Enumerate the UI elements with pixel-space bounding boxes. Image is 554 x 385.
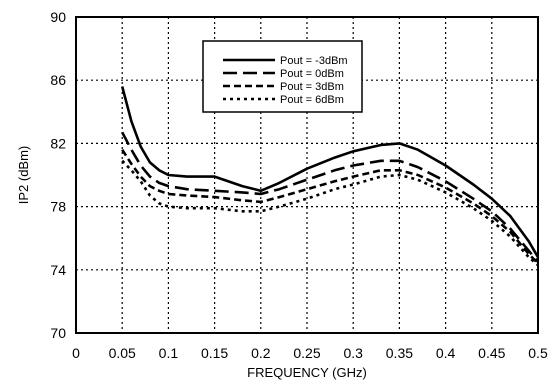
x-axis-label: FREQUENCY (GHz) — [247, 365, 367, 380]
legend-label-3: Pout = 3dBm — [280, 81, 344, 93]
legend-label-1: Pout = -3dBm — [280, 55, 348, 67]
series-lines — [120, 86, 540, 267]
legend-box — [202, 40, 363, 113]
y-tick-label: 70 — [50, 325, 66, 341]
series-line-3 — [121, 148, 539, 265]
y-tick-label: 82 — [50, 135, 66, 151]
x-tick-label: 0.1 — [159, 345, 179, 361]
series-line-2 — [121, 131, 540, 263]
y-tick-labels: 70 74 78 82 86 90 — [50, 9, 66, 341]
x-tick-label: 0.25 — [293, 345, 320, 361]
x-tick-labels: 0 0.05 0.1 0.15 0.2 0.25 0.3 0.35 0.4 0.45 0.5 — [72, 345, 548, 361]
y-tick-label: 86 — [50, 72, 66, 88]
x-tick-label: 0.45 — [478, 345, 505, 361]
x-tick-label: 0.05 — [109, 345, 136, 361]
legend-label-2: Pout = 0dBm — [280, 68, 344, 80]
x-tick-label: 0.35 — [386, 345, 413, 361]
y-tick-label: 74 — [50, 262, 66, 278]
x-tick-label: 0.15 — [201, 345, 228, 361]
x-tick-label: 0.2 — [251, 345, 271, 361]
series-line-1 — [120, 86, 540, 258]
y-tick-label: 78 — [50, 199, 66, 215]
plot-frame — [75, 16, 539, 334]
y-axis-label: IP2 (dBm) — [16, 146, 31, 205]
x-tick-label: 0.4 — [436, 345, 456, 361]
legend-label-4: Pout = 6dBm — [280, 94, 344, 106]
y-tick-label: 90 — [50, 9, 66, 25]
x-tick-label: 0 — [72, 345, 80, 361]
x-tick-label: 0.5 — [528, 345, 548, 361]
x-tick-label: 0.3 — [343, 345, 363, 361]
